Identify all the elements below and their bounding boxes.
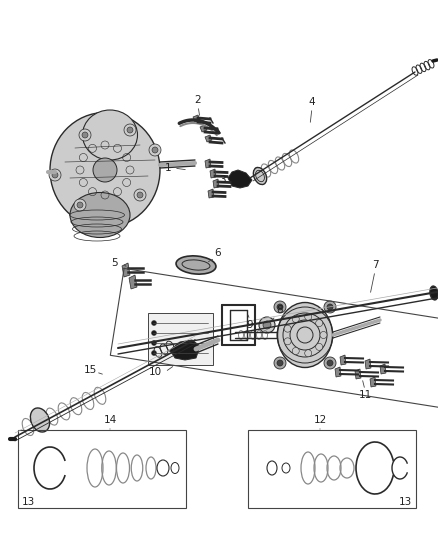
Circle shape [324,301,336,313]
Polygon shape [122,263,130,277]
Polygon shape [365,359,371,369]
Circle shape [284,338,291,345]
Circle shape [137,192,143,198]
Polygon shape [370,377,376,387]
Circle shape [305,313,312,320]
Text: 13: 13 [21,497,35,507]
Text: 4: 4 [309,97,315,107]
Bar [18,430,186,508]
Polygon shape [340,355,346,365]
Text: 14: 14 [103,415,117,425]
Circle shape [263,321,271,329]
Text: 10: 10 [148,367,162,377]
Ellipse shape [176,256,216,274]
Polygon shape [205,135,212,142]
Circle shape [284,325,291,332]
Circle shape [327,360,333,366]
Ellipse shape [278,303,332,367]
Circle shape [149,144,161,156]
Ellipse shape [70,192,130,238]
Circle shape [79,129,91,141]
Circle shape [152,351,156,356]
Polygon shape [129,275,137,289]
Text: 12: 12 [313,415,327,425]
Polygon shape [170,340,200,360]
Text: 15: 15 [83,365,97,375]
Circle shape [152,320,156,326]
Text: 1: 1 [165,163,171,173]
Circle shape [152,341,156,345]
Ellipse shape [430,286,438,300]
Text: 13: 13 [399,497,412,507]
Circle shape [324,357,336,369]
Circle shape [127,127,133,133]
Circle shape [316,320,323,327]
Circle shape [93,158,117,182]
Circle shape [292,348,299,354]
Polygon shape [200,125,207,132]
Circle shape [320,332,327,338]
Text: 11: 11 [358,390,371,400]
Circle shape [52,172,58,178]
Ellipse shape [253,167,267,184]
Circle shape [259,317,275,333]
Text: 5: 5 [112,258,118,268]
Polygon shape [193,115,200,122]
Circle shape [327,304,333,310]
Circle shape [277,304,283,310]
Circle shape [134,189,146,201]
Text: 9: 9 [247,320,253,330]
Text: 8: 8 [277,305,283,315]
Bar [248,430,416,508]
Text: 2: 2 [194,95,201,105]
Polygon shape [208,189,214,198]
Circle shape [74,199,86,211]
Circle shape [274,301,286,313]
Polygon shape [213,179,219,188]
Ellipse shape [50,112,160,228]
Text: 3: 3 [219,175,225,185]
Polygon shape [228,170,252,188]
Circle shape [316,343,323,350]
Polygon shape [210,169,216,178]
Circle shape [124,124,136,136]
Circle shape [274,357,286,369]
Ellipse shape [82,110,138,160]
Polygon shape [205,159,211,168]
Circle shape [152,330,156,335]
Polygon shape [335,367,341,377]
Circle shape [82,132,88,138]
Text: 6: 6 [215,248,221,258]
Circle shape [292,316,299,322]
Circle shape [277,360,283,366]
Bar [148,313,213,365]
Circle shape [77,202,83,208]
Circle shape [305,350,312,357]
Ellipse shape [30,408,49,432]
Polygon shape [355,369,361,379]
Circle shape [49,169,61,181]
Polygon shape [380,364,386,374]
Text: 7: 7 [372,260,378,270]
Circle shape [152,147,158,153]
